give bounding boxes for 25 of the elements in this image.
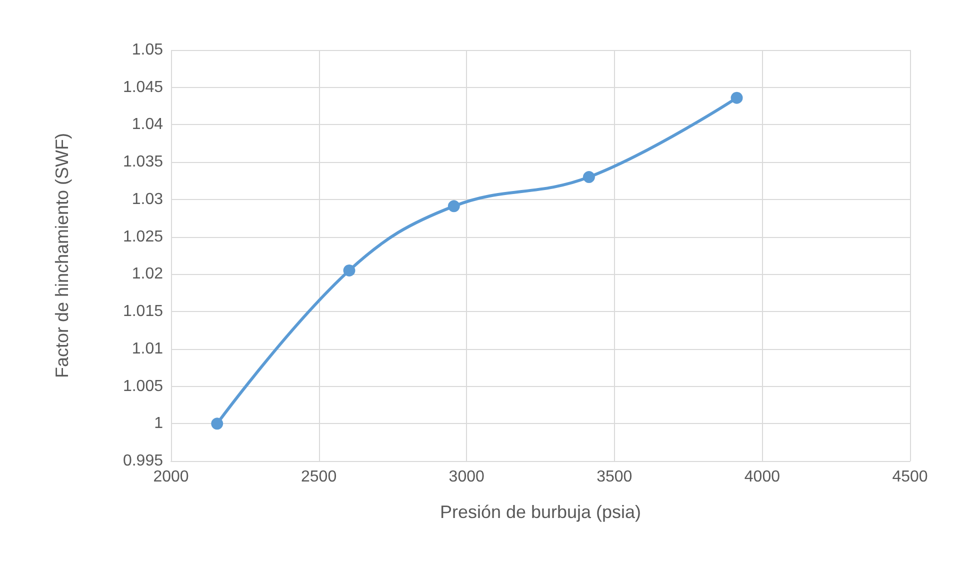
x-tick-label: 2500 xyxy=(301,468,337,486)
point xyxy=(730,92,743,104)
y-tick-label: 1.045 xyxy=(122,78,164,96)
y-tick-label: 1.04 xyxy=(132,116,164,134)
x-tick-label: 4000 xyxy=(744,468,780,486)
y-tick-label: 0.995 xyxy=(122,452,164,470)
point xyxy=(343,264,356,276)
x-tick-label: 3500 xyxy=(596,468,632,486)
point xyxy=(448,200,460,212)
y-tick-label: 1.015 xyxy=(122,303,164,320)
x-tick-label: 4500 xyxy=(892,468,928,486)
x-tick-label: 2000 xyxy=(153,468,189,486)
y-tick-label: 1.02 xyxy=(132,266,164,283)
y-tick-label: 1.005 xyxy=(122,378,164,395)
x-axis-title: Presión de burbuja (psia) xyxy=(440,502,642,522)
y-tick-label: 1.035 xyxy=(122,154,164,171)
y-tick-label: 1.01 xyxy=(132,340,164,358)
point xyxy=(582,171,595,184)
y-tick-label: 1.03 xyxy=(132,190,164,208)
y-tick-label: 1.05 xyxy=(132,42,164,58)
y-axis-title: Factor de hinchamiento (SWF) xyxy=(52,132,72,378)
point xyxy=(211,418,224,430)
x-tick-label: 3000 xyxy=(448,468,484,486)
y-tick-label: 1 xyxy=(154,415,164,432)
y-tick-label: 1.025 xyxy=(122,228,164,246)
